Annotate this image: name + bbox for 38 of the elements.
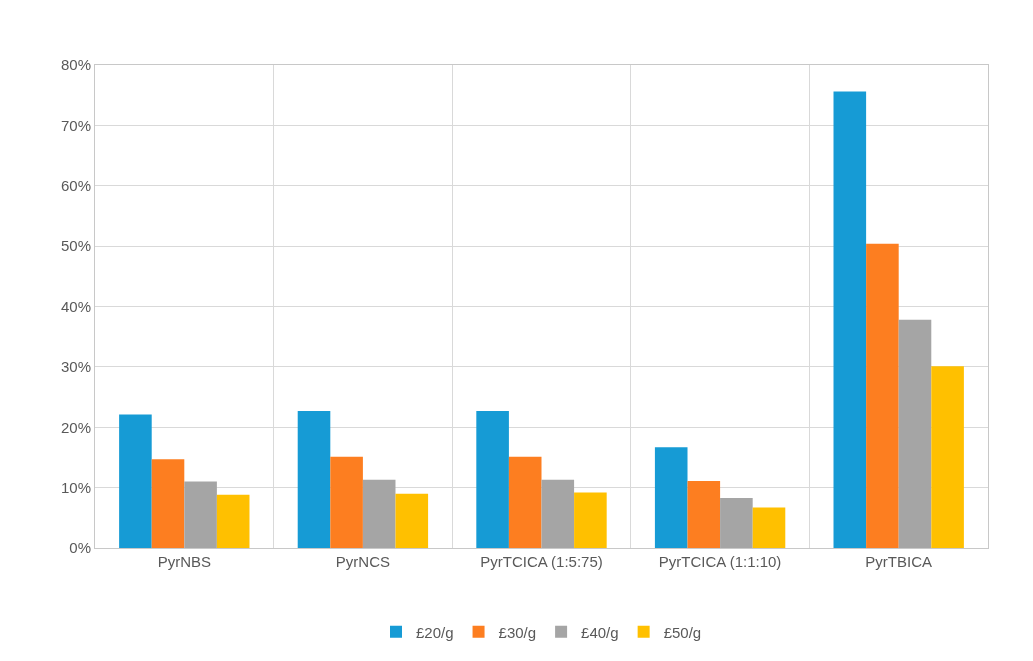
- x-tick-label: PyrTCICA (1:1:10): [658, 553, 782, 570]
- y-tick-label: 20%: [60, 418, 91, 436]
- bar: [119, 414, 152, 548]
- bar: [362, 479, 396, 548]
- bar: [833, 91, 867, 548]
- y-tick-label: 10%: [60, 478, 91, 496]
- y-tick-label: 0%: [69, 539, 91, 557]
- y-tick-label: 70%: [60, 116, 91, 134]
- y-tick-label: 60%: [60, 177, 91, 194]
- bar: [898, 319, 932, 548]
- y-tick-label: 40%: [60, 297, 91, 315]
- bar: [508, 456, 542, 548]
- legend-label: £40/g: [581, 623, 619, 641]
- bar: [151, 459, 185, 548]
- x-tick-label: PyrTBICA: [865, 553, 933, 570]
- legend-label: £30/g: [498, 623, 537, 641]
- x-tick-label: PyrNBS: [157, 553, 211, 570]
- bar: [330, 456, 363, 548]
- y-tick-label: 30%: [60, 358, 91, 376]
- x-tick-label: PyrTCICA (1:5:75): [480, 553, 603, 570]
- y-tick-label: 80%: [60, 56, 91, 74]
- bar: [541, 479, 575, 548]
- legend-label: £20/g: [416, 623, 454, 641]
- bar: [687, 480, 721, 548]
- bar: [476, 410, 509, 548]
- bar: [184, 481, 217, 548]
- bar: [216, 494, 250, 548]
- legend-label: £50/g: [663, 623, 702, 641]
- y-tick-label: 50%: [60, 237, 91, 255]
- bar: [752, 507, 786, 548]
- bar: [395, 493, 429, 548]
- bar: [720, 497, 753, 548]
- bar: [654, 447, 688, 548]
- bar: [931, 366, 964, 548]
- bar: [297, 410, 331, 548]
- x-tick-label: PyrNCS: [335, 553, 390, 570]
- bar: [574, 492, 607, 548]
- bar: [866, 243, 899, 548]
